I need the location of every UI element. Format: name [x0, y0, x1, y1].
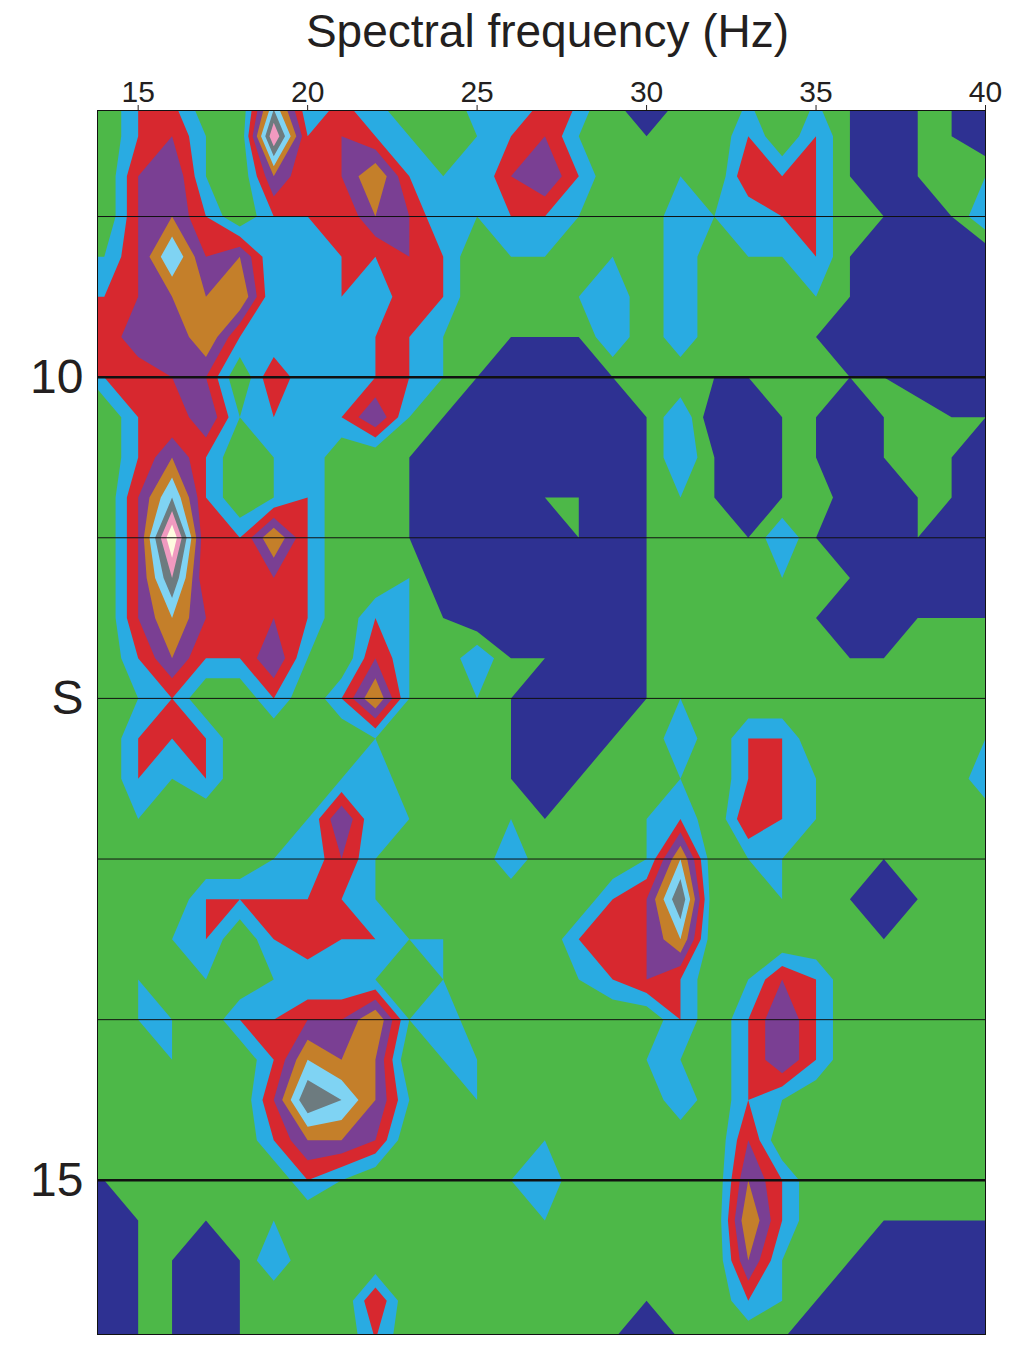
svg-text:35: 35 — [799, 75, 832, 108]
svg-text:10: 10 — [30, 350, 83, 403]
html-text:Spectral frequency (Hz): Spectral frequency (Hz) — [305, 5, 790, 57]
svg-text:15: 15 — [30, 1153, 83, 1206]
svg-text:15: 15 — [121, 75, 154, 108]
svg-text:40: 40 — [969, 75, 1002, 108]
svg-text:S: S — [51, 671, 83, 724]
svg-text:30: 30 — [630, 75, 663, 108]
svg-text:20: 20 — [291, 75, 324, 108]
svg-text:25: 25 — [460, 75, 493, 108]
